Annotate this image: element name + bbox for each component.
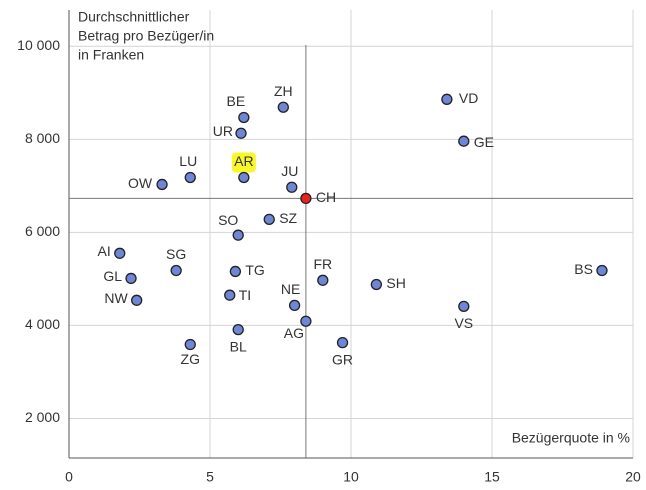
y-tick-label: 10 000 bbox=[17, 37, 60, 53]
point-label: AG bbox=[284, 325, 304, 341]
point-label: LU bbox=[179, 153, 197, 169]
point-label: ZH bbox=[274, 83, 293, 99]
point bbox=[336, 336, 349, 349]
point-label: FR bbox=[313, 256, 332, 272]
point bbox=[170, 264, 182, 277]
point bbox=[232, 323, 244, 336]
point bbox=[229, 265, 242, 278]
y-axis-label: Durchschnittlicher bbox=[78, 9, 190, 25]
point bbox=[238, 171, 250, 184]
point bbox=[458, 300, 470, 312]
point-label: SZ bbox=[279, 210, 297, 226]
point bbox=[156, 178, 168, 191]
point bbox=[184, 338, 196, 351]
x-tick-label: 20 bbox=[625, 469, 641, 485]
y-axis-label: Betrag pro Bezüger/in bbox=[78, 28, 214, 44]
point bbox=[458, 135, 470, 147]
point-label: ZG bbox=[181, 351, 200, 367]
y-tick-label: 8 000 bbox=[25, 130, 60, 146]
x-tick-label: 10 bbox=[343, 469, 359, 485]
point-label: BL bbox=[230, 338, 247, 354]
point-label: GL bbox=[103, 268, 122, 284]
y-tick-label: 2 000 bbox=[25, 409, 60, 425]
point bbox=[263, 213, 275, 225]
point-label: GE bbox=[474, 134, 494, 150]
point bbox=[235, 127, 247, 139]
point bbox=[288, 299, 301, 312]
y-tick-label: 4 000 bbox=[25, 316, 60, 332]
point bbox=[277, 101, 289, 113]
point bbox=[224, 289, 236, 301]
point-label: TG bbox=[245, 262, 264, 278]
point bbox=[300, 315, 312, 327]
point bbox=[441, 93, 453, 105]
point bbox=[370, 278, 383, 291]
point bbox=[114, 247, 126, 259]
point-label: VD bbox=[459, 90, 478, 106]
point-label: VS bbox=[454, 315, 473, 331]
point bbox=[317, 274, 329, 286]
point-label: SG bbox=[166, 246, 186, 262]
x-tick-label: 0 bbox=[65, 469, 73, 485]
point-label: UR bbox=[213, 123, 233, 139]
point-label: AI bbox=[98, 243, 111, 259]
point bbox=[286, 181, 298, 193]
point-label: OW bbox=[128, 175, 153, 191]
y-axis-label: in Franken bbox=[78, 47, 144, 63]
y-tick-label: 6 000 bbox=[25, 223, 60, 239]
x-axis-label: Bezügerquote in % bbox=[512, 430, 630, 446]
point bbox=[131, 294, 143, 306]
point bbox=[125, 272, 137, 285]
point-label: BE bbox=[226, 93, 245, 109]
point bbox=[238, 111, 250, 124]
x-tick-label: 15 bbox=[484, 469, 500, 485]
point bbox=[300, 192, 312, 205]
point-label: SO bbox=[218, 212, 238, 228]
point bbox=[232, 229, 244, 241]
point-label: SH bbox=[386, 275, 405, 291]
point-label: GR bbox=[332, 351, 353, 367]
point-label: JU bbox=[281, 163, 298, 179]
point-label: TI bbox=[239, 287, 251, 303]
point bbox=[184, 171, 196, 184]
point-label: NE bbox=[281, 281, 300, 297]
point-label: NW bbox=[104, 290, 128, 306]
point-label: CH bbox=[316, 189, 336, 205]
point bbox=[596, 264, 608, 277]
point-label: BS bbox=[574, 261, 593, 277]
label-highlight bbox=[231, 152, 256, 173]
point-label: AR bbox=[234, 153, 253, 169]
x-tick-label: 5 bbox=[206, 469, 214, 485]
